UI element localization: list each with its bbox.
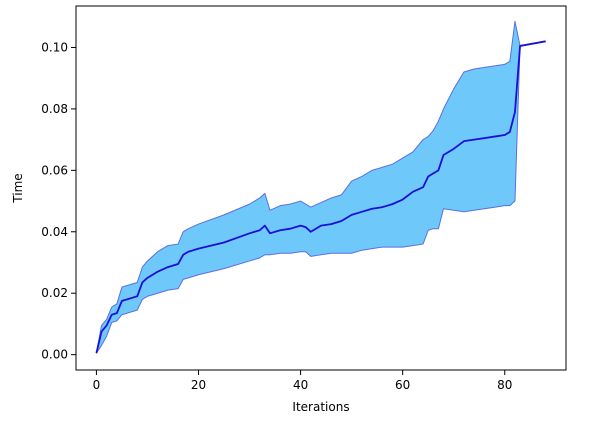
y-tick-label: 0.08 xyxy=(41,102,68,116)
plot-area xyxy=(95,20,547,354)
y-tick-label: 0.04 xyxy=(41,225,68,239)
series-line xyxy=(95,40,546,354)
y-axis-label: Time xyxy=(11,173,25,203)
y-tick-label: 0.02 xyxy=(41,286,68,300)
x-tick-label: 0 xyxy=(93,378,101,392)
x-tick-label: 60 xyxy=(395,378,410,392)
x-axis-label: Iterations xyxy=(292,400,349,414)
x-tick-label: 80 xyxy=(497,378,512,392)
x-tick-label: 20 xyxy=(191,378,206,392)
confidence-band xyxy=(95,20,547,354)
x-axis: 0 20 40 60 80 xyxy=(93,370,512,392)
y-tick-label: 0.00 xyxy=(41,348,68,362)
plot-frame xyxy=(75,5,567,371)
y-axis: 0.00 0.02 0.04 0.06 0.08 0.10 xyxy=(41,40,76,362)
y-tick-label: 0.06 xyxy=(41,163,68,177)
x-tick-label: 40 xyxy=(293,378,308,392)
y-tick-label: 0.10 xyxy=(41,40,68,54)
